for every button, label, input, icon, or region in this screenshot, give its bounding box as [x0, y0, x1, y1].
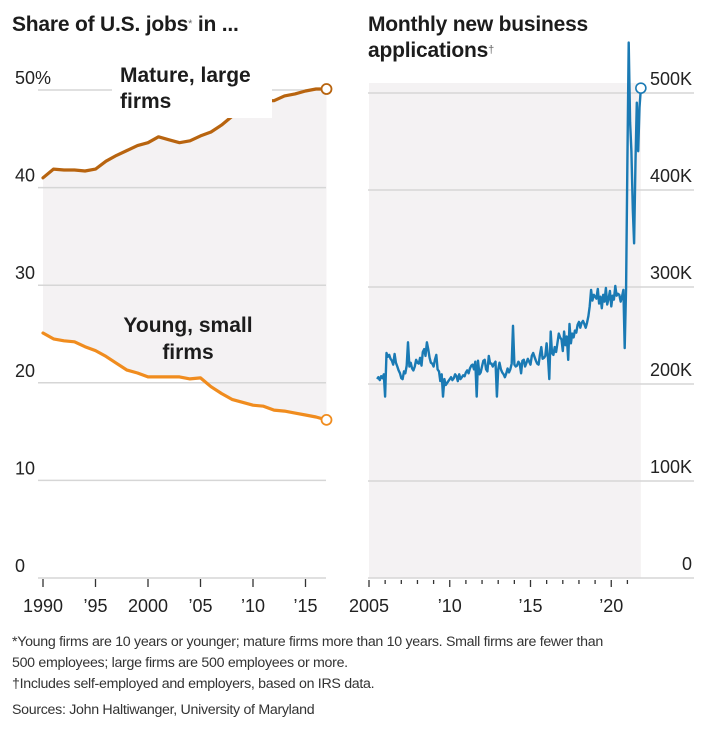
left-y-axis: 0 10 20 30 40 50% [15, 68, 51, 576]
left-x-tick-label: ’15 [293, 596, 317, 616]
left-y-tick-label: 40 [15, 166, 35, 186]
right-title-line1: Monthly new business [368, 13, 589, 36]
left-title-text: Share of U.S. jobs [12, 13, 189, 36]
right-y-axis: 0 100K 200K 300K 400K 500K [650, 69, 692, 574]
left-x-tick-label: 1990 [23, 596, 63, 616]
right-shaded-area-rect [369, 83, 641, 578]
left-chart-title: Share of U.S. jobs* in ... [12, 12, 239, 38]
left-x-tick-label: ’95 [83, 596, 107, 616]
right-x-tick-label: ’20 [599, 596, 623, 616]
left-y-tick-label: 0 [15, 556, 25, 576]
mature-large-firms-line [41, 87, 329, 180]
right-shaded-area [369, 83, 641, 578]
right-series-lines [376, 41, 647, 398]
right-y-tick-label: 400K [650, 166, 692, 186]
left-annotations: Mature, large firms Young, small firms [112, 60, 272, 364]
business-applications-end-marker [635, 82, 647, 94]
right-y-tick-label: 0 [682, 554, 692, 574]
right-x-tick-label: ’10 [438, 596, 462, 616]
source-note: Sources: John Haltiwanger, University of… [12, 702, 315, 718]
left-title-footnote-mark: * [188, 18, 193, 30]
right-y-tick-label: 100K [650, 457, 692, 477]
right-x-tick-label: 2005 [349, 596, 389, 616]
young-small-firms-end-marker [320, 413, 333, 426]
footnote-2: †Includes self-employed and employers, b… [12, 676, 375, 692]
mature-large-firms-label-line2: firms [120, 90, 171, 113]
left-shaded-band-area [43, 89, 327, 420]
mature-label-background [112, 60, 272, 118]
left-title-suffix: in ... [192, 13, 239, 36]
mature-large-firms-label-line1: Mature, large [120, 64, 251, 87]
left-y-tick-label: 30 [15, 263, 35, 283]
footnote-1-line-1: *Young firms are 10 years or younger; ma… [12, 634, 603, 650]
right-y-tick-label: 300K [650, 263, 692, 283]
right-title-footnote-mark: † [488, 44, 495, 56]
footnote-1-line-2: 500 employees; large firms are 500 emplo… [12, 655, 348, 671]
left-x-axis: 1990 ’95 2000 ’05 ’10 ’15 [23, 579, 318, 616]
young-small-firms-label-line1: Young, small [123, 314, 252, 337]
left-y-tick-label: 50% [15, 68, 51, 88]
right-chart-title: Monthly new business applications† [368, 12, 668, 64]
business-applications-line [376, 41, 643, 398]
right-title-line2: applications [368, 39, 489, 62]
footnotes: *Young firms are 10 years or younger; ma… [12, 632, 712, 721]
right-y-tick-label: 200K [650, 360, 692, 380]
left-x-tick-label: ’10 [241, 596, 265, 616]
left-series-lines [41, 83, 333, 426]
right-x-axis: 2005 ’10 ’15 ’20 [349, 580, 629, 616]
left-y-tick-label: 20 [15, 361, 35, 381]
left-y-tick-label: 10 [15, 458, 35, 478]
charts-canvas: 0 10 20 30 40 50% 1990 ’95 2000 ’05 ’10 ’15 Mature… [15, 41, 694, 616]
left-x-tick-label: ’05 [188, 596, 212, 616]
young-small-firms-label-line2: firms [162, 341, 213, 364]
right-y-tick-label: 500K [650, 69, 692, 89]
left-x-tick-label: 2000 [128, 596, 168, 616]
right-x-tick-label: ’15 [518, 596, 542, 616]
left-shaded-band [43, 89, 327, 420]
mature-large-firms-end-marker [320, 83, 333, 95]
young-small-firms-line [41, 331, 329, 422]
right-gridlines [368, 92, 694, 579]
